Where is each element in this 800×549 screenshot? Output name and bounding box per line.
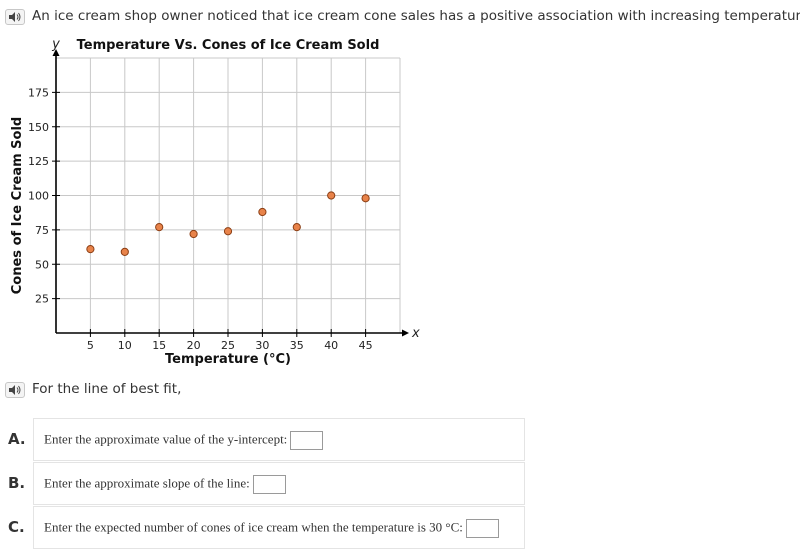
chart-title: Temperature Vs. Cones of Ice Cream Sold [77,38,380,53]
x-tick-label: 35 [290,339,304,352]
data-point [361,194,370,203]
data-point [258,207,267,217]
expected-cones-input[interactable] [465,519,499,538]
x-tick-label: 45 [359,339,373,352]
x-axis-label: Temperature (°C) [165,352,291,367]
x-tick-label: 15 [152,339,166,352]
slope-input[interactable] [252,475,286,494]
speaker-icon [9,385,21,395]
x-tick-label: 5 [87,339,94,352]
y-axis-label: Cones of Ice Cream Sold [10,117,25,294]
question-a-text: Enter the approximate value of the y-int… [44,431,288,447]
data-point [155,223,164,232]
y-tick-label: 50 [35,258,49,271]
y-tick-label: 175 [28,86,49,99]
y-intercept-input[interactable] [290,431,324,450]
intro-text: An ice cream shop owner noticed that ice… [32,8,800,24]
data-point [327,191,336,200]
x-tick-label: 10 [118,339,132,352]
data-point [120,247,129,256]
y-tick-label: 25 [35,293,49,306]
best-fit-prompt: For the line of best fit, [32,381,182,397]
data-point [189,229,198,239]
audio-button-intro[interactable] [5,9,25,25]
x-tick-label: 20 [187,339,201,352]
question-c: Enter the expected number of cones of ic… [44,519,499,538]
question-a-letter: A. [8,430,26,448]
question-c-text: Enter the expected number of cones of ic… [44,519,463,535]
question-a: Enter the approximate value of the y-int… [44,431,324,450]
x-tick-label: 40 [324,339,338,352]
y-tick-label: 100 [28,190,49,203]
question-c-letter: C. [8,518,25,536]
y-axis-arrow [52,49,60,56]
x-tick-label: 30 [255,339,269,352]
x-axis-arrow [402,329,409,337]
y-tick-label: 150 [28,121,49,134]
data-point [86,245,95,254]
audio-button-prompt[interactable] [5,382,25,398]
y-tick-label: 75 [35,224,49,237]
question-b-text: Enter the approximate slope of the line: [44,475,250,491]
scatter-chart: 5 10 15 20 25 30 35 40 45 25 50 75 100 125 150 175 y x Tem… [10,37,420,367]
question-b: Enter the approximate slope of the line: [44,475,286,494]
question-b-card: Enter the approximate slope of the line: [33,462,525,505]
y-axis-letter: y [51,37,60,52]
speaker-icon [9,12,21,22]
x-tick-label: 25 [221,339,235,352]
data-point [223,227,233,236]
x-axis-letter: x [411,326,420,341]
data-point [292,223,301,232]
question-a-card: Enter the approximate value of the y-int… [33,418,525,461]
question-b-letter: B. [8,474,26,492]
y-tick-label: 125 [28,155,49,168]
question-c-card: Enter the expected number of cones of ic… [33,506,525,549]
